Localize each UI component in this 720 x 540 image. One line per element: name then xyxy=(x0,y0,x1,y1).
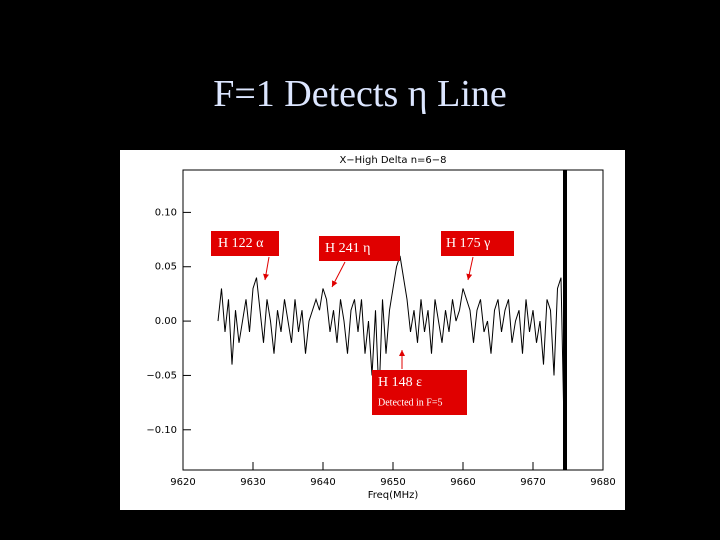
annotation: H 175 γ xyxy=(446,236,490,251)
plot-panel xyxy=(120,150,625,510)
annotation-box xyxy=(319,236,400,261)
x-tick-label: 9640 xyxy=(310,477,335,488)
x-tick-label: 9630 xyxy=(240,477,265,488)
chart-title: X−High Delta n=6−8 xyxy=(339,155,446,166)
x-tick-label: 9620 xyxy=(170,477,195,488)
y-tick-label: 0.10 xyxy=(155,207,177,218)
x-axis-label: Freq(MHz) xyxy=(368,490,419,501)
annotation: H 241 η xyxy=(325,241,370,256)
y-tick-label: −0.05 xyxy=(146,370,177,381)
y-tick-label: −0.10 xyxy=(146,425,177,436)
x-tick-label: 9650 xyxy=(380,477,405,488)
annotation: H 122 α xyxy=(218,236,264,251)
x-tick-label: 9680 xyxy=(590,477,615,488)
x-tick-label: 9660 xyxy=(450,477,475,488)
arrow xyxy=(331,261,346,288)
annotation-box xyxy=(211,231,279,256)
annotation: H 148 ε xyxy=(378,375,422,390)
y-tick-label: 0.00 xyxy=(155,316,177,327)
spectrum-line xyxy=(217,255,565,452)
annotation-box xyxy=(441,231,514,256)
arrow xyxy=(466,256,474,281)
x-tick-label: 9670 xyxy=(520,477,545,488)
slide-title: F=1 Detects η Line xyxy=(213,73,507,115)
annotation-box xyxy=(372,370,467,415)
annotation: Detected in F=5 xyxy=(378,397,443,408)
y-tick-label: 0.05 xyxy=(155,262,177,273)
arrow xyxy=(263,256,270,281)
